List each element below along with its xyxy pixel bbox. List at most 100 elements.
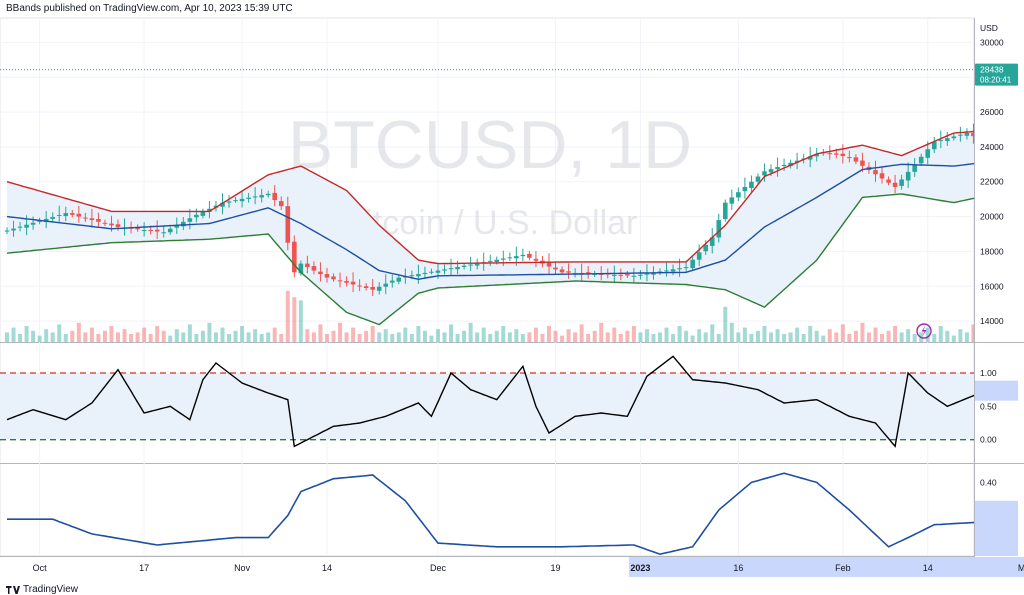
volume-bar (149, 334, 153, 342)
upper-band-line (7, 32, 1024, 264)
volume-bar (534, 328, 538, 342)
publisher-line: BBands published on TradingView.com, Apr… (6, 3, 293, 14)
price-axis-currency: USD (980, 23, 998, 33)
lightning-alert-icon[interactable] (917, 324, 931, 338)
volume-bar (5, 332, 9, 342)
volume-bar (456, 334, 460, 342)
candle-body (991, 143, 996, 146)
volume-bar (384, 329, 388, 342)
volume-bar (606, 332, 610, 342)
candle-body (285, 206, 290, 243)
candle-body (579, 273, 584, 274)
volume-bar (717, 334, 721, 342)
volume-bar (96, 334, 100, 342)
volume-bar (567, 329, 571, 342)
time-range-highlight (629, 557, 1024, 577)
volume-bar (965, 332, 969, 342)
time-tick-label: 14 (322, 563, 332, 573)
candle-body (220, 203, 225, 207)
candle-body (253, 196, 258, 197)
candle-body (762, 171, 767, 175)
volume-bar (64, 334, 68, 342)
candle-body (429, 272, 434, 273)
candle-body (410, 275, 415, 276)
price-tick-label: 30000 (980, 37, 1004, 47)
candle-body (919, 157, 924, 164)
candle-body (560, 269, 565, 272)
volume-bar (488, 334, 492, 342)
volume-bar (429, 336, 433, 342)
volume-bar (860, 323, 864, 342)
volume-bar (416, 326, 420, 342)
candle-body (925, 149, 930, 158)
volume-bar (508, 332, 512, 342)
candle-body (488, 261, 493, 262)
candle-body (344, 281, 349, 283)
volume-bar (815, 331, 819, 342)
volume-bar (358, 334, 362, 342)
candle-body (671, 269, 676, 271)
candle-body (632, 276, 637, 277)
volume-bar (762, 326, 766, 342)
time-tick-label: 2023 (630, 563, 650, 573)
volume-bar (599, 323, 603, 342)
volume-bar (514, 329, 518, 342)
candle-body (880, 173, 885, 178)
candle-body (305, 264, 310, 267)
candle-body (266, 194, 271, 195)
volume-bar (573, 332, 577, 342)
volume-bar (913, 334, 917, 342)
volume-bar (410, 334, 414, 342)
candle-body (37, 221, 42, 222)
volume-bar (554, 331, 558, 342)
candle-body (155, 230, 160, 232)
volume-bar (619, 334, 623, 342)
volume-bar (220, 328, 224, 342)
volume-bar (260, 334, 264, 342)
volume-bar (645, 329, 649, 342)
volume-bar (887, 331, 891, 342)
symbol-watermark: BTCUSD, 1D Bitcoin / U.S. Dollar (288, 107, 692, 242)
volume-bar (390, 334, 394, 342)
candle-body (462, 266, 467, 267)
candle-body (475, 263, 480, 265)
candle-body (605, 273, 610, 274)
candle-body (756, 177, 761, 182)
candle-body (90, 218, 95, 220)
candle-body (710, 237, 715, 245)
candle-body (723, 203, 728, 219)
volume-bar (155, 326, 159, 342)
candle-body (664, 270, 669, 271)
candle-body (769, 169, 774, 172)
candle-body (788, 163, 793, 166)
volume-bar (70, 331, 74, 342)
percent-b-line (7, 356, 1024, 446)
volume-bar (234, 331, 238, 342)
candle-body (886, 180, 891, 183)
volume-bar (900, 332, 904, 342)
volume-bar (397, 332, 401, 342)
percent-b-pane (0, 356, 1024, 446)
candle-body (168, 229, 173, 232)
watermark-symbol: BTCUSD, 1D (288, 107, 692, 183)
candle-body (566, 271, 571, 272)
candle-body (351, 282, 356, 285)
volume-bar (31, 331, 35, 342)
candle-body (808, 156, 813, 159)
volume-bar (684, 331, 688, 342)
oscillator-tick-label: 1.00 (980, 368, 997, 378)
candle-body (494, 260, 499, 262)
volume-bar (873, 328, 877, 342)
volume-bar (325, 334, 329, 342)
volume-bar (521, 334, 525, 342)
volume-bar (214, 332, 218, 342)
volume-bar (743, 328, 747, 342)
volume-bar (109, 326, 113, 342)
candle-body (540, 261, 545, 264)
volume-bar (638, 332, 642, 342)
volume-bar (103, 331, 107, 342)
candle-body (749, 182, 754, 188)
volume-bar (168, 336, 172, 342)
volume-bar (273, 328, 277, 342)
volume-bar (710, 324, 714, 342)
